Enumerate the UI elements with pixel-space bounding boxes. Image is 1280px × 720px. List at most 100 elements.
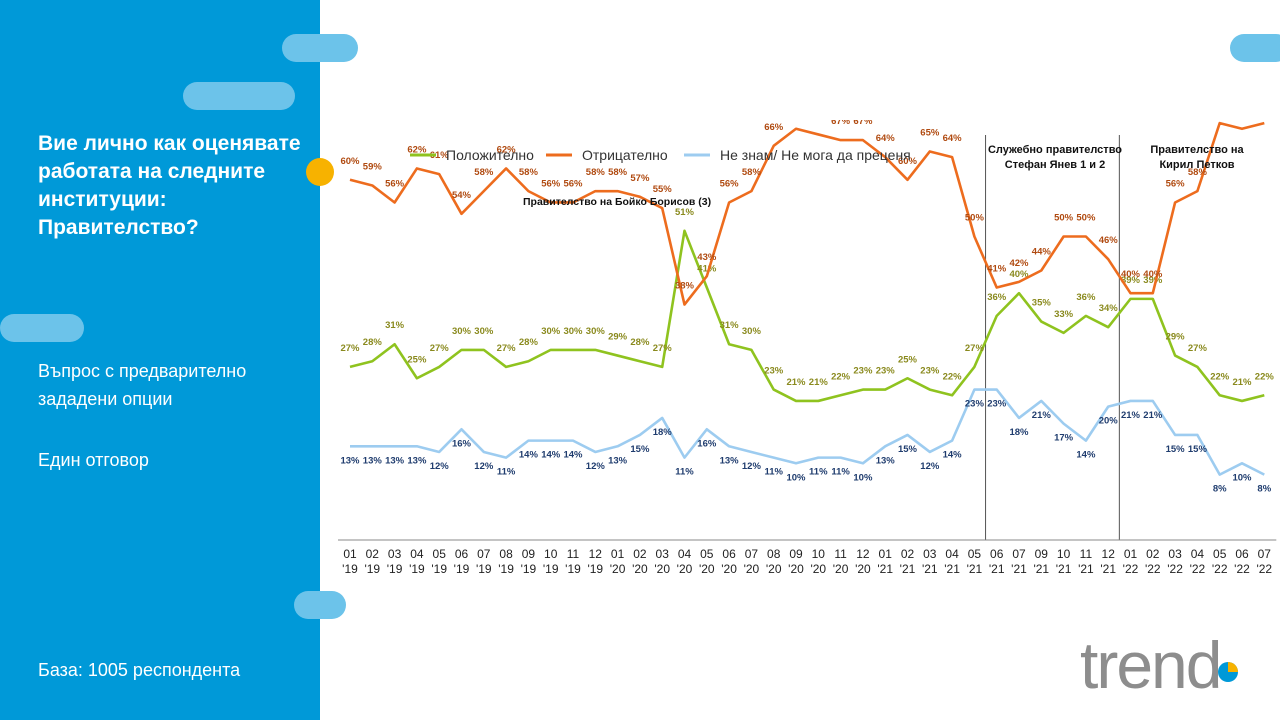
period-annotation: Правителство на Бойко Борисов (3): [523, 196, 711, 208]
data-label: 67%: [853, 120, 873, 127]
data-label: 50%: [965, 213, 985, 224]
x-tick-label: 01: [611, 547, 625, 561]
x-tick-label: 04: [678, 547, 692, 561]
x-tick-label: '22: [1145, 562, 1161, 576]
x-tick-label: '21: [877, 562, 893, 576]
x-tick-label: '19: [454, 562, 470, 576]
x-tick-label: '20: [744, 562, 760, 576]
data-label: 30%: [474, 326, 494, 337]
data-label: 39%: [1143, 275, 1163, 286]
x-tick-label: 10: [1057, 547, 1071, 561]
x-tick-label: 10: [544, 547, 558, 561]
x-tick-label: 03: [656, 547, 670, 561]
data-label: 40%: [1009, 269, 1029, 280]
x-tick-label: '19: [342, 562, 358, 576]
x-tick-label: '21: [967, 562, 983, 576]
data-label: 54%: [452, 190, 472, 201]
data-label: 21%: [809, 377, 829, 388]
data-label: 22%: [1255, 371, 1275, 382]
x-tick-label: 05: [968, 547, 982, 561]
x-tick-label: '21: [1033, 562, 1049, 576]
logo-dot-accent-icon: [1228, 662, 1238, 672]
data-label: 56%: [563, 178, 583, 189]
x-tick-label: '22: [1256, 562, 1272, 576]
data-label: 18%: [653, 427, 673, 438]
x-tick-label: 11: [567, 547, 580, 561]
data-label: 46%: [1099, 235, 1119, 246]
x-tick-label: '20: [654, 562, 670, 576]
data-label: 11%: [831, 467, 850, 478]
data-label: 44%: [1032, 247, 1052, 258]
decor-pill: [0, 314, 84, 342]
data-label: 36%: [987, 292, 1007, 303]
data-label: 34%: [1099, 303, 1119, 314]
data-label: 13%: [407, 455, 427, 466]
data-label: 31%: [720, 320, 740, 331]
data-label: 38%: [675, 281, 695, 292]
data-label: 21%: [1032, 410, 1052, 421]
data-label: 36%: [1076, 292, 1096, 303]
x-tick-label: '21: [922, 562, 938, 576]
data-label: 29%: [608, 332, 628, 343]
x-tick-label: '20: [721, 562, 737, 576]
data-label: 29%: [1166, 332, 1186, 343]
x-tick-label: 12: [856, 547, 870, 561]
sidebar: Вие лично как оценявате работата на след…: [0, 0, 320, 720]
data-label: 16%: [452, 438, 472, 449]
period-annotation: Стефан Янев 1 и 2: [1005, 159, 1106, 171]
data-label: 42%: [1009, 258, 1029, 269]
data-label: 30%: [586, 326, 606, 337]
series-line: [349, 229, 1265, 403]
data-label: 27%: [1188, 343, 1208, 354]
data-label: 27%: [965, 343, 985, 354]
x-tick-label: '20: [855, 562, 871, 576]
data-label: 41%: [987, 264, 1007, 275]
x-tick-label: '22: [1190, 562, 1206, 576]
x-tick-label: '19: [431, 562, 447, 576]
data-label: 27%: [497, 343, 517, 354]
x-tick-label: 08: [499, 547, 513, 561]
data-label: 62%: [497, 144, 517, 155]
data-label: 12%: [742, 461, 762, 472]
data-label: 62%: [407, 144, 427, 155]
data-label: 59%: [363, 161, 383, 172]
data-label: 10%: [853, 472, 873, 483]
data-label: 12%: [474, 461, 494, 472]
data-label: 21%: [1232, 377, 1252, 388]
data-label: 40%: [1143, 269, 1163, 280]
period-annotation: Кирил Петков: [1159, 159, 1234, 171]
data-label: 13%: [340, 455, 360, 466]
data-label: 64%: [943, 133, 963, 144]
data-label: 60%: [898, 156, 918, 167]
x-tick-label: 02: [901, 547, 915, 561]
x-tick-label: 05: [1213, 547, 1227, 561]
data-label: 40%: [1121, 269, 1141, 280]
data-label: 11%: [764, 467, 783, 478]
data-label: 27%: [653, 343, 673, 354]
data-label: 14%: [1076, 450, 1096, 461]
data-label: 51%: [675, 207, 695, 218]
data-label: 25%: [407, 354, 427, 365]
data-label: 28%: [363, 337, 383, 348]
data-label: 12%: [920, 461, 940, 472]
x-tick-label: '21: [1011, 562, 1027, 576]
x-tick-label: 04: [945, 547, 959, 561]
x-tick-label: 01: [879, 547, 893, 561]
data-label: 22%: [943, 371, 963, 382]
data-label: 56%: [1166, 178, 1186, 189]
trend-logo: trend: [1080, 628, 1260, 710]
data-label: 16%: [697, 438, 717, 449]
x-tick-label: 02: [633, 547, 647, 561]
x-tick-label: 03: [388, 547, 402, 561]
data-label: 8%: [1213, 484, 1227, 495]
question-title: Вие лично как оценявате работата на след…: [38, 132, 301, 239]
x-tick-label: '20: [632, 562, 648, 576]
x-tick-label: '20: [810, 562, 826, 576]
x-tick-label: 02: [366, 547, 380, 561]
data-label: 14%: [563, 450, 583, 461]
data-label: 22%: [1210, 371, 1230, 382]
x-tick-label: 03: [1168, 547, 1182, 561]
decor-dot: [306, 158, 334, 186]
data-label: 56%: [720, 178, 740, 189]
x-tick-label: '20: [699, 562, 715, 576]
